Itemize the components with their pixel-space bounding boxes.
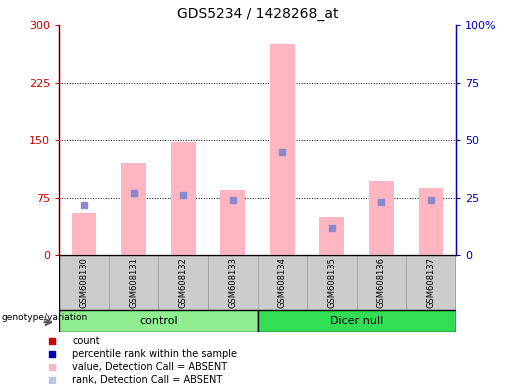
FancyBboxPatch shape xyxy=(356,255,406,310)
Bar xyxy=(121,163,146,255)
Bar xyxy=(72,213,96,255)
Bar xyxy=(369,181,394,255)
FancyBboxPatch shape xyxy=(159,255,208,310)
Title: GDS5234 / 1428268_at: GDS5234 / 1428268_at xyxy=(177,7,338,21)
Text: percentile rank within the sample: percentile rank within the sample xyxy=(72,349,237,359)
Text: rank, Detection Call = ABSENT: rank, Detection Call = ABSENT xyxy=(72,376,222,384)
Text: value, Detection Call = ABSENT: value, Detection Call = ABSENT xyxy=(72,362,227,372)
Text: GSM608133: GSM608133 xyxy=(228,257,237,308)
Text: GSM608134: GSM608134 xyxy=(278,257,287,308)
Text: control: control xyxy=(139,316,178,326)
Bar xyxy=(171,142,196,255)
FancyBboxPatch shape xyxy=(59,310,258,332)
Text: GSM608131: GSM608131 xyxy=(129,257,138,308)
Text: GSM608137: GSM608137 xyxy=(426,257,436,308)
FancyBboxPatch shape xyxy=(109,255,159,310)
Text: count: count xyxy=(72,336,100,346)
Text: GSM608135: GSM608135 xyxy=(328,257,336,308)
FancyBboxPatch shape xyxy=(406,255,456,310)
Text: GSM608130: GSM608130 xyxy=(79,257,89,308)
FancyBboxPatch shape xyxy=(307,255,356,310)
FancyBboxPatch shape xyxy=(59,255,109,310)
Text: genotype/variation: genotype/variation xyxy=(1,313,88,322)
Text: Dicer null: Dicer null xyxy=(330,316,383,326)
Bar xyxy=(319,217,344,255)
Bar xyxy=(270,44,295,255)
FancyBboxPatch shape xyxy=(258,310,456,332)
Text: GSM608136: GSM608136 xyxy=(377,257,386,308)
FancyBboxPatch shape xyxy=(208,255,258,310)
Text: GSM608132: GSM608132 xyxy=(179,257,187,308)
Bar xyxy=(220,190,245,255)
FancyBboxPatch shape xyxy=(258,255,307,310)
Bar xyxy=(419,188,443,255)
